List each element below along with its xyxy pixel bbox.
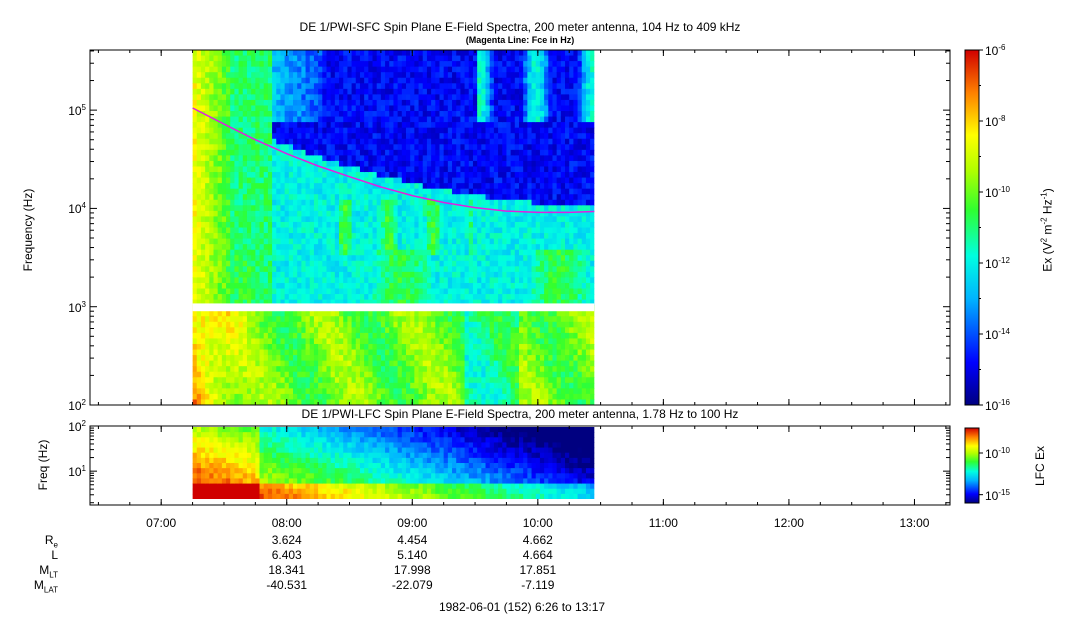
sfc-title: DE 1/PWI-SFC Spin Plane E-Field Spectra,… (299, 20, 741, 34)
ephemeris-value: 4.662 (522, 533, 553, 547)
x-tick-label: 09:00 (397, 516, 428, 530)
lfc-spectrogram (192, 427, 595, 499)
x-tick-label: 11:00 (648, 516, 678, 530)
sfc-colorbar (964, 49, 980, 406)
lfc-y-tick-label: 102 (68, 419, 86, 434)
sfc-colorbar-tick-label: 10-16 (985, 398, 1010, 413)
sfc-colorbar-tick-label: 10-10 (985, 185, 1010, 200)
colorbars (964, 49, 983, 504)
ephemeris-value: 4.454 (397, 533, 428, 547)
ephemeris-row-label: MLT (39, 563, 58, 580)
fce-line (192, 107, 595, 214)
ephemeris-value: 17.851 (519, 563, 557, 577)
lfc-colorbar (964, 427, 980, 504)
ephemeris-row-label: L (51, 548, 58, 562)
lfc-y-tick-label: 101 (68, 464, 86, 480)
lfc-colorbar-tick-label: 10-15 (985, 487, 1010, 503)
sfc-y-tick-label: 102 (68, 398, 86, 413)
sfc-colorbar-tick-label: 10-6 (985, 43, 1006, 58)
fce-magenta-line (192, 107, 595, 214)
plot-frames (89, 49, 951, 506)
ephemeris-value: 18.341 (268, 563, 306, 577)
time-range-footer: 1982-06-01 (152) 6:26 to 13:17 (438, 600, 606, 614)
sfc-y-tick-label: 103 (68, 299, 86, 315)
sfc-ylabel: Frequency (Hz) (21, 188, 35, 272)
lfc-plot-frame (89, 425, 951, 506)
x-tick-label: 12:00 (773, 516, 804, 530)
ephemeris-value: 6.403 (271, 548, 302, 562)
x-tick-label: 10:00 (522, 516, 553, 530)
lfc-colorbar-tick-label: 10-10 (985, 446, 1010, 461)
sfc-spectrogram (192, 50, 595, 405)
sfc-colorbar-label: Ex (V2 m-2 Hz-1) (1039, 188, 1055, 272)
sfc-plot-frame (89, 49, 951, 406)
sfc-y-tick-label: 105 (68, 103, 86, 119)
ephemeris-value: -22.079 (391, 578, 433, 592)
sfc-colorbar-tick-label: 10-12 (985, 256, 1010, 271)
ephemeris-row-label: Re (44, 533, 58, 550)
axis-ticks (90, 50, 950, 505)
lfc-title: DE 1/PWI-LFC Spin Plane E-Field Spectra,… (301, 407, 739, 421)
lfc-colorbar-label: LFC Ex (1033, 445, 1047, 487)
ephemeris-value: 5.140 (397, 548, 428, 562)
ephemeris-row-label: MLAT (33, 578, 58, 595)
sfc-colorbar-tick-label: 10-14 (985, 327, 1010, 342)
x-tick-label: 08:00 (271, 516, 302, 530)
ephemeris-value: -40.531 (266, 578, 308, 592)
ephemeris-value: 17.998 (393, 563, 431, 577)
ephemeris-value: -7.119 (521, 578, 555, 592)
sfc-y-tick-label: 104 (68, 201, 86, 217)
ephemeris-value: 3.624 (271, 533, 302, 547)
x-tick-label: 13:00 (899, 516, 930, 530)
ephemeris-value: 4.664 (522, 548, 553, 562)
lfc-ylabel: Freq (Hz) (36, 439, 50, 491)
sfc-colorbar-tick-label: 10-8 (985, 114, 1006, 129)
x-tick-label: 07:00 (146, 516, 177, 530)
sfc-subtitle: (Magenta Line: Fce in Hz) (465, 35, 575, 45)
